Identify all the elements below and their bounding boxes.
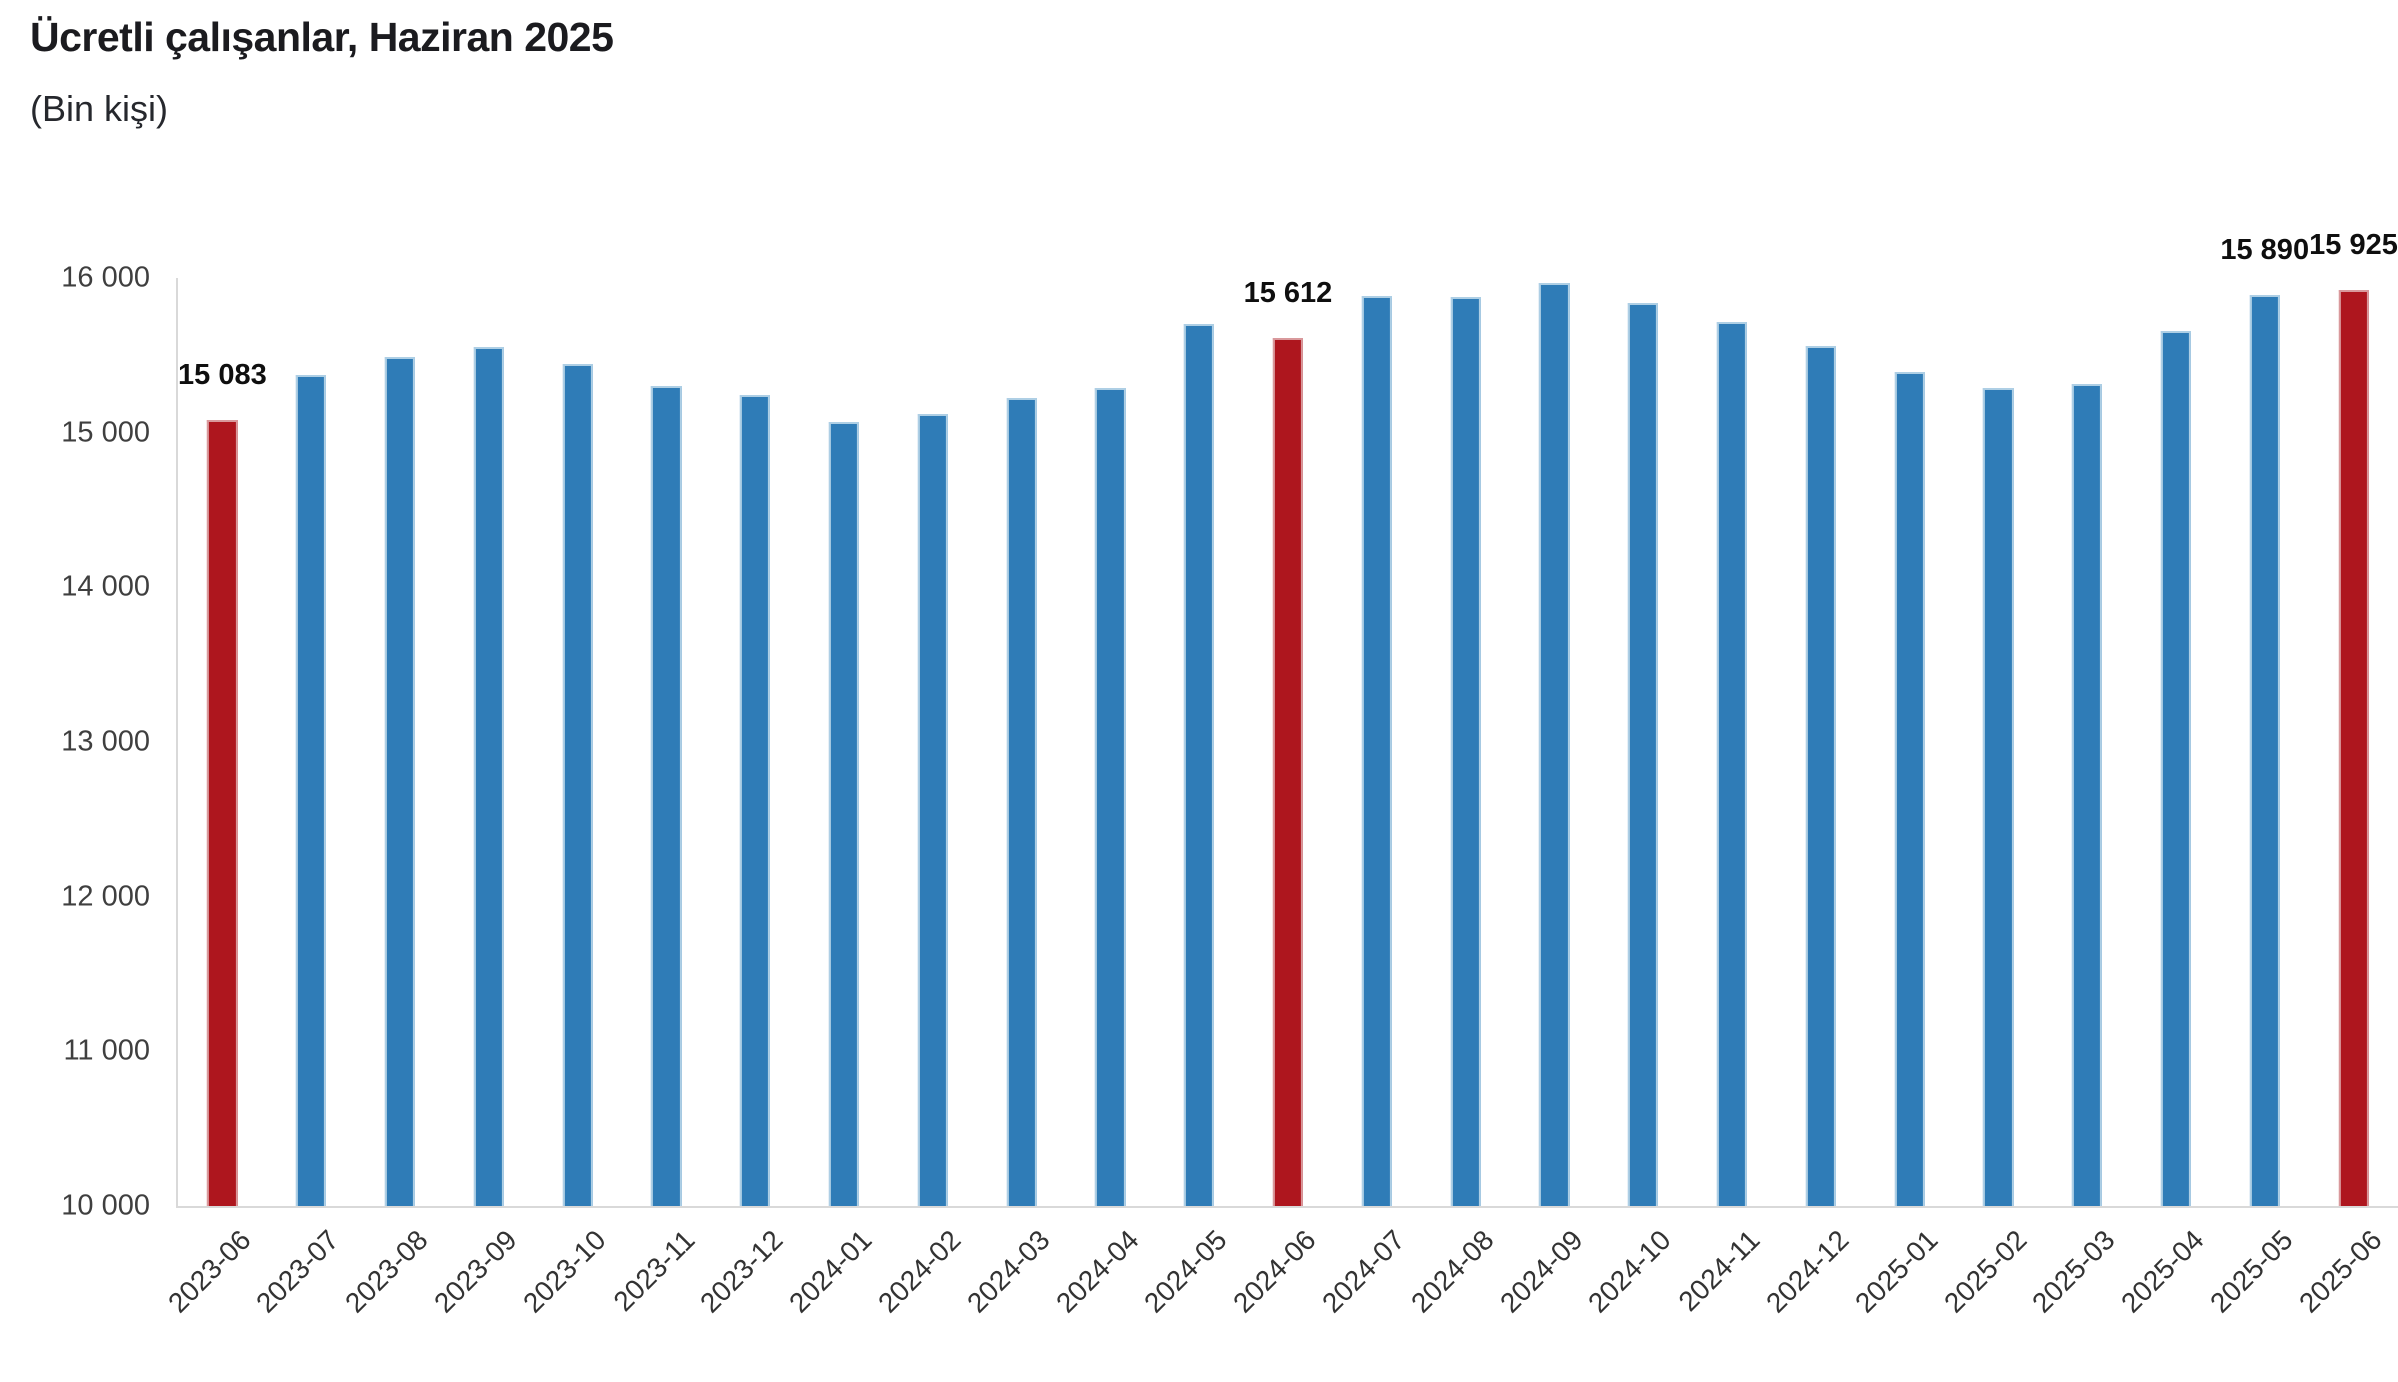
x-axis-label: 2025-01 <box>1848 1224 1944 1319</box>
bar <box>2249 295 2280 1206</box>
x-axis-label: 2024-05 <box>1138 1224 1234 1319</box>
x-axis-label: 2024-07 <box>1316 1224 1411 1319</box>
bar-column: 2024-11 <box>1673 278 1777 1317</box>
bar <box>1361 295 1392 1206</box>
x-axis-label: 2024-12 <box>1760 1224 1855 1319</box>
bar-column: 15 083 2023-06 <box>162 278 267 1319</box>
x-axis-label: 2023-09 <box>428 1224 523 1319</box>
bar <box>1716 322 1748 1206</box>
bar-column: 2025-04 <box>2115 278 2221 1319</box>
bar-data-label: 15 083 <box>178 358 267 391</box>
bar <box>1628 302 1659 1206</box>
x-axis-label: 2025-05 <box>2204 1224 2299 1319</box>
x-axis-label: 2023-10 <box>516 1224 612 1319</box>
bar <box>1450 296 1481 1206</box>
bar-data-label: 15 925 <box>2309 228 2398 261</box>
bar <box>1805 346 1836 1206</box>
bar-column: 15 925 2025-06 <box>2293 229 2398 1319</box>
bar-column: 2024-10 <box>1582 278 1688 1319</box>
bar-column: 15 612 2024-06 <box>1227 277 1333 1319</box>
y-axis-label: 15 000 <box>61 416 150 449</box>
bar <box>562 363 593 1206</box>
x-axis-label: 2024-08 <box>1404 1224 1500 1319</box>
bar-column: 2023-08 <box>339 278 445 1319</box>
bar-column: 2023-10 <box>517 278 622 1319</box>
bar <box>651 385 682 1206</box>
bar-column: 2024-12 <box>1760 278 1865 1319</box>
plot-area: 15 083 2023-06 2023-07 2023-08 2023-09 2023-1… <box>162 229 2398 1319</box>
bar <box>384 356 416 1206</box>
x-axis-label: 2023-12 <box>694 1224 790 1319</box>
bar <box>2072 383 2103 1206</box>
bar-column: 2024-09 <box>1494 278 1599 1319</box>
y-axis-label: 12 000 <box>61 880 150 913</box>
bar-column: 2025-02 <box>1938 278 2043 1319</box>
bar <box>828 421 860 1206</box>
x-axis-label: 2024-11 <box>1672 1224 1766 1318</box>
bar <box>1983 387 2014 1206</box>
bar <box>296 374 327 1206</box>
bar-column: 2024-04 <box>1050 278 1155 1319</box>
bar-column: 2024-08 <box>1405 278 1510 1319</box>
bar-column: 2024-05 <box>1139 278 1244 1319</box>
x-axis-label: 2025-06 <box>2292 1224 2388 1319</box>
bar <box>473 346 504 1206</box>
bar <box>1184 324 1215 1206</box>
x-axis-label: 2024-09 <box>1493 1224 1589 1319</box>
x-axis-label: 2024-01 <box>783 1224 878 1319</box>
bar-highlighted <box>2338 289 2369 1206</box>
bar-data-label: 15 890 <box>2220 234 2310 267</box>
bar <box>1894 371 1925 1206</box>
bar-data-label: 15 612 <box>1243 277 1333 310</box>
x-axis-label: 2024-10 <box>1582 1224 1678 1319</box>
bar <box>917 414 948 1206</box>
bar <box>1006 397 1037 1206</box>
x-axis-label: 2023-06 <box>161 1224 257 1319</box>
bar-column: 15 890 2025-05 <box>2204 234 2309 1319</box>
bar-column: 2025-03 <box>2026 278 2132 1319</box>
bar <box>1539 283 1570 1206</box>
y-axis-label: 14 000 <box>61 570 150 603</box>
bar-column: 2023-11 <box>607 278 711 1317</box>
x-axis-label: 2024-04 <box>1049 1224 1145 1319</box>
x-axis-label: 2025-02 <box>1937 1224 2033 1319</box>
chart-title: Ücretli çalışanlar, Haziran 2025 <box>30 14 614 60</box>
bar-column: 2023-09 <box>428 278 533 1319</box>
bar <box>1095 387 1126 1206</box>
bar-column: 2024-02 <box>872 278 977 1319</box>
bar <box>740 394 771 1206</box>
x-axis-label: 2024-06 <box>1227 1224 1322 1319</box>
bar-highlighted <box>1272 338 1304 1206</box>
bar-highlighted <box>207 419 238 1206</box>
y-axis: 16 000 15 000 14 000 13 000 12 000 11 000 10 0… <box>0 262 150 1222</box>
x-axis-label: 2023-08 <box>339 1224 434 1319</box>
x-axis-label: 2025-04 <box>2115 1224 2210 1319</box>
bar-column: 2023-07 <box>251 278 356 1319</box>
x-axis-label: 2023-11 <box>607 1224 701 1318</box>
bar <box>2160 331 2192 1206</box>
bar-column: 2024-03 <box>961 278 1066 1319</box>
bar-column: 2024-01 <box>783 278 889 1319</box>
y-axis-label: 10 000 <box>61 1189 150 1222</box>
y-axis-label: 16 000 <box>61 261 150 294</box>
x-axis-label: 2024-03 <box>960 1224 1056 1319</box>
y-axis-label: 11 000 <box>63 1034 150 1067</box>
bar-column: 2023-12 <box>695 278 800 1319</box>
x-axis-label: 2024-02 <box>872 1224 967 1319</box>
chart-subtitle: (Bin kişi) <box>30 88 169 129</box>
bar-column: 2024-07 <box>1316 278 1421 1319</box>
x-axis-label: 2025-03 <box>2026 1224 2122 1319</box>
x-axis-label: 2023-07 <box>250 1224 346 1319</box>
y-axis-label: 13 000 <box>61 725 150 758</box>
bar-column: 2025-01 <box>1849 278 1954 1319</box>
